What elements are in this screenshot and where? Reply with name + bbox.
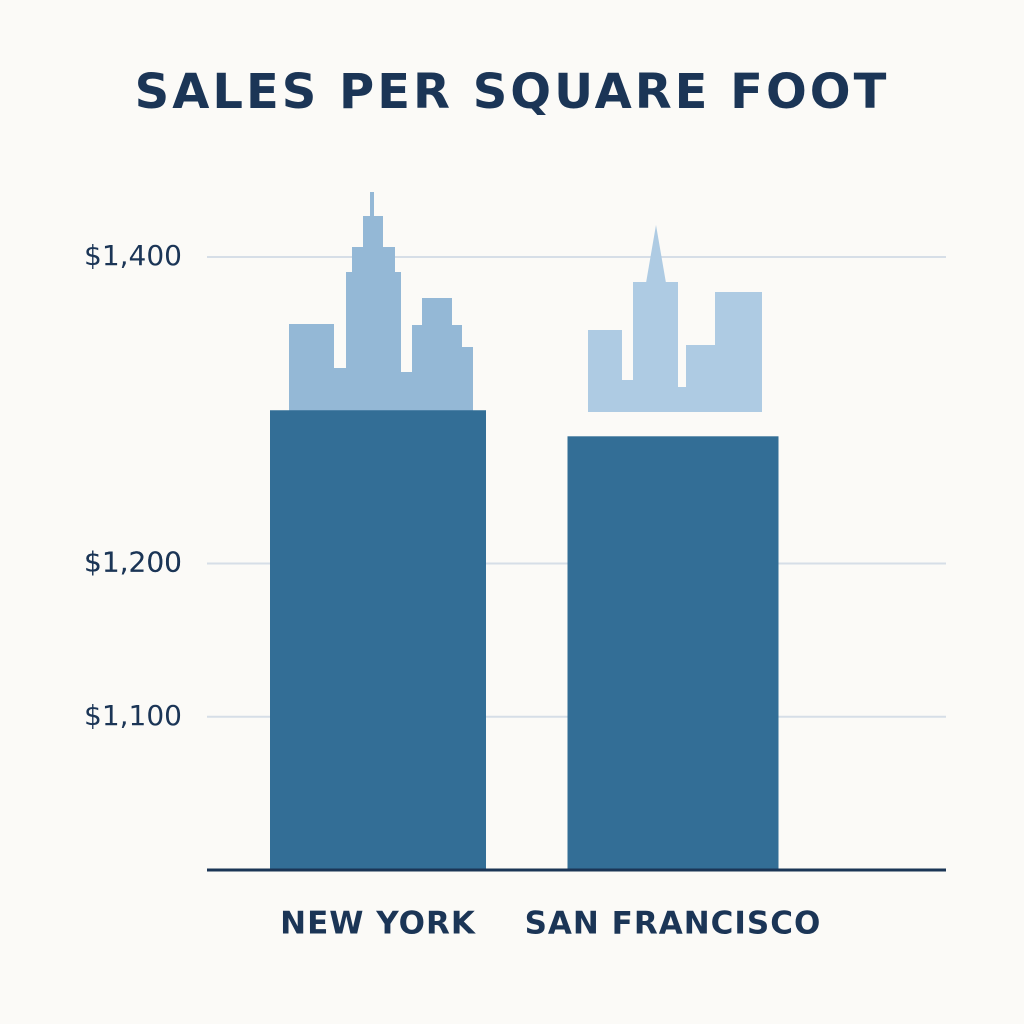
- y-tick-label: $1,100: [84, 699, 182, 732]
- x-tick-label: SAN FRANCISCO: [525, 906, 822, 942]
- chart-title: SALES PER SQUARE FOOT: [135, 64, 890, 120]
- skyline-san-francisco: [588, 225, 762, 412]
- x-tick-label: NEW YORK: [280, 906, 476, 942]
- skyline-new-york: [289, 192, 473, 412]
- y-tick-label: $1,200: [84, 546, 182, 579]
- bar: [567, 436, 779, 870]
- bar: [270, 410, 486, 870]
- plot-area: NEW YORK SAN FRANCISCO: [270, 410, 822, 942]
- y-tick-label: $1,200: [84, 546, 182, 579]
- y-tick-label: $1,400: [84, 239, 182, 272]
